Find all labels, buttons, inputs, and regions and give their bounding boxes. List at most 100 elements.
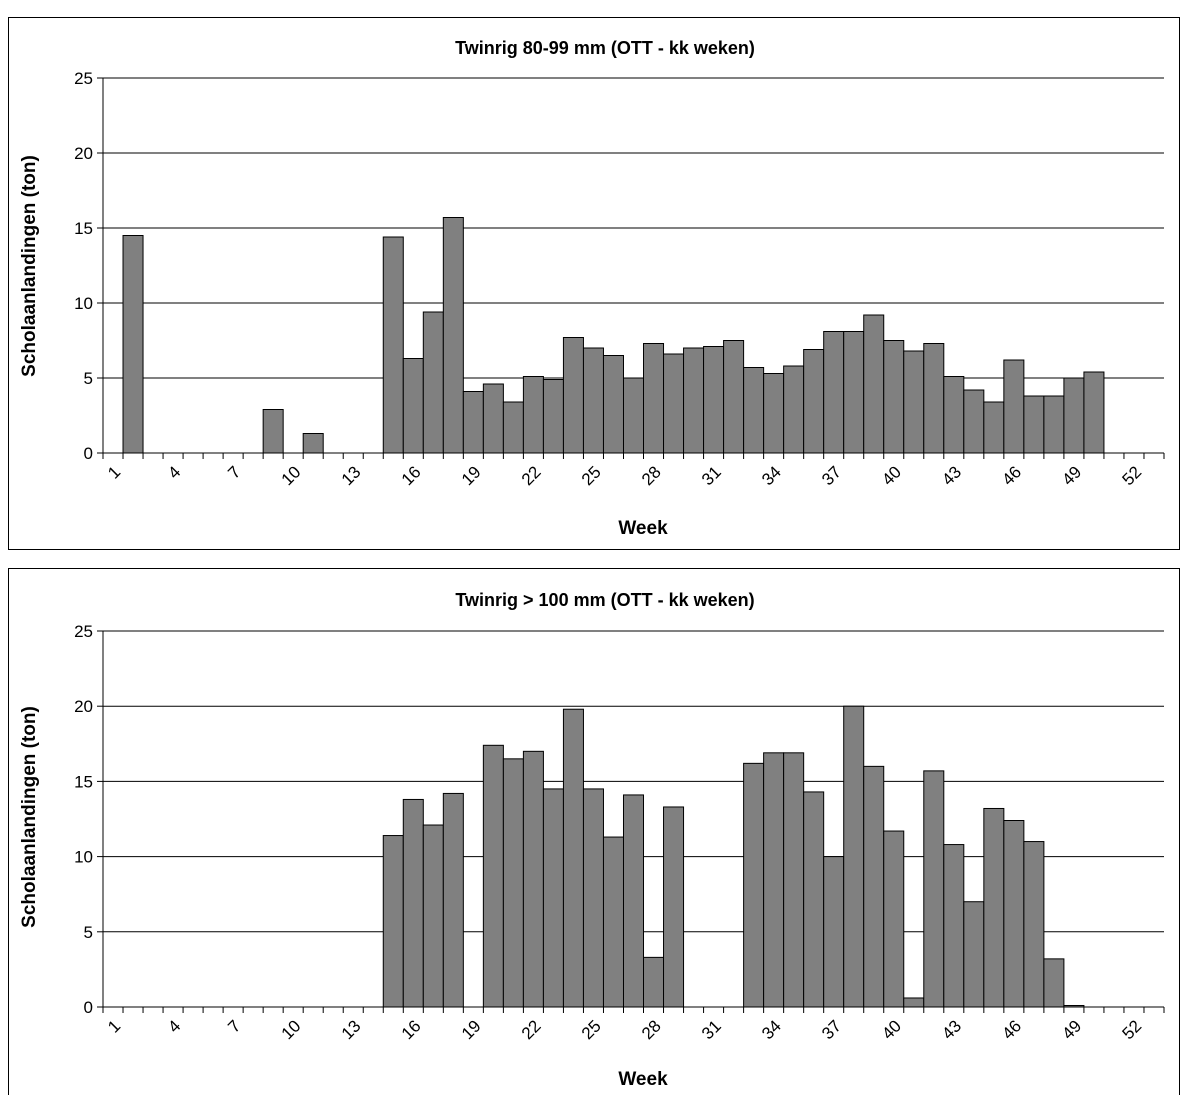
chart-1-bar-week-11 <box>302 433 324 454</box>
chart-1-bar-week-25 <box>582 347 604 454</box>
chart-1-x-tick-label: 19 <box>458 462 485 489</box>
chart-1-bar-week-15 <box>382 236 404 454</box>
chart-2-bar-week-20 <box>482 744 504 1008</box>
chart-2-bar-week-48 <box>1043 958 1065 1008</box>
chart-2-ylabel: Scholaanlandingen (ton) <box>19 706 40 928</box>
chart-1-bar-week-28 <box>643 343 665 454</box>
chart-1-bar-week-2 <box>122 235 144 454</box>
chart-2-bar-week-46 <box>1003 820 1025 1008</box>
chart-2-bar-week-33 <box>743 762 765 1008</box>
chart-2-x-tick-label: 16 <box>398 1016 425 1043</box>
chart-1-bar-week-33 <box>743 367 765 454</box>
chart-2-y-tick-label: 10 <box>74 848 93 867</box>
chart-2-x-tick-label: 1 <box>104 1016 124 1036</box>
chart-1-bar-week-49 <box>1063 377 1085 454</box>
chart-2-bar-week-35 <box>783 752 805 1008</box>
chart-1-bar-week-22 <box>522 376 544 454</box>
chart-2-bar-week-23 <box>542 788 564 1008</box>
chart-1-x-tick-label: 4 <box>164 462 184 482</box>
chart-2-x-tick-label: 22 <box>518 1016 545 1043</box>
chart-1-x-tick-label: 46 <box>998 462 1025 489</box>
chart-1-bar-week-32 <box>723 340 745 454</box>
chart-1-x-tick-label: 25 <box>578 462 605 489</box>
chart-1-bar-week-41 <box>903 350 925 454</box>
chart-2-x-tick-label: 13 <box>338 1016 365 1043</box>
chart-2-bar-week-27 <box>622 794 645 1008</box>
chart-2-title: Twinrig > 100 mm (OTT - kk weken) <box>455 590 754 610</box>
chart-2-bar-week-16 <box>402 798 424 1008</box>
chart-1-x-tick-label: 22 <box>518 462 545 489</box>
chart-1-bar-week-17 <box>422 311 444 454</box>
chart-2-y-tick-label: 25 <box>74 622 93 641</box>
chart-1-bar-week-24 <box>562 337 584 454</box>
chart-1-bar-week-48 <box>1043 395 1065 454</box>
chart-2-x-tick-label: 10 <box>278 1016 305 1043</box>
chart-1-bar-week-44 <box>963 389 985 454</box>
chart-1-x-tick-label: 37 <box>818 462 845 489</box>
chart-1-bar-week-20 <box>482 383 504 454</box>
chart-2-y-tick-label: 0 <box>84 998 93 1017</box>
chart-1-bar-week-38 <box>843 331 865 454</box>
chart-2-bar-week-38 <box>843 705 865 1008</box>
chart-1-y-tick-label: 5 <box>84 369 93 388</box>
chart-1-x-tick-label: 49 <box>1058 462 1085 489</box>
chart-2-bar-week-47 <box>1023 841 1045 1008</box>
chart-1-bar-week-19 <box>462 391 484 454</box>
chart-2-plot-area: 0 5 10 15 20 25 1 4 7 10 13 16 19 22 25 28 31 34 37 40 43 46 4… <box>74 622 1165 1043</box>
chart-1-plot-area: 0 5 10 15 20 25 1 4 7 10 13 16 19 22 25 28 31 34 37 40 43 46 4… <box>74 69 1165 489</box>
chart-1-y-tick-label: 25 <box>74 69 93 88</box>
chart-2-bar-week-45 <box>983 807 1005 1008</box>
chart-1-xlabel: Week <box>618 518 668 539</box>
chart-1-y-tick-label: 10 <box>74 294 93 313</box>
chart-2-x-tick-label: 34 <box>758 1016 785 1043</box>
chart-2-bar-week-15 <box>382 835 404 1008</box>
chart-2-bar-week-18 <box>442 792 464 1008</box>
chart-1-y-tick-label: 0 <box>84 444 93 463</box>
chart-2-bar-week-42 <box>923 770 945 1008</box>
chart-1-bar-week-21 <box>502 401 524 454</box>
chart-1-bar-week-42 <box>923 343 945 454</box>
chart-1-bar-week-39 <box>863 314 885 454</box>
chart-1-ylabel: Scholaanlandingen (ton) <box>19 155 40 377</box>
chart-1-bar-week-40 <box>883 340 905 454</box>
chart-panel-1: Twinrig 80-99 mm (OTT - kk weken) Schola… <box>8 17 1180 550</box>
chart-1-bar-week-37 <box>823 331 845 454</box>
chart-1-x-tick-label: 40 <box>878 462 905 489</box>
chart-2-bar-week-39 <box>863 765 885 1008</box>
chart-2-x-tick-label: 40 <box>878 1016 905 1043</box>
chart-1-y-tick-label: 15 <box>74 219 93 238</box>
chart-1-bar-week-45 <box>983 401 1005 454</box>
chart-1-bar-week-47 <box>1023 395 1045 454</box>
chart-1-x-tick-label: 52 <box>1118 462 1145 489</box>
chart-2-xlabel: Week <box>618 1069 668 1090</box>
chart-2-x-tick-label: 52 <box>1118 1016 1145 1043</box>
chart-2-y-tick-label: 5 <box>84 923 93 942</box>
chart-1-x-tick-label: 16 <box>398 462 425 489</box>
chart-1-bar-week-31 <box>703 346 725 454</box>
chart-1-svg: Twinrig 80-99 mm (OTT - kk weken) Schola… <box>19 38 1165 539</box>
chart-2-x-tick-label: 19 <box>458 1016 485 1043</box>
chart-2-bar-week-44 <box>963 901 985 1008</box>
chart-2-bar-week-29 <box>663 806 685 1008</box>
chart-1-bar-week-36 <box>803 349 825 454</box>
chart-2-bar-week-41 <box>903 997 925 1008</box>
chart-2-x-tick-label: 31 <box>698 1016 725 1043</box>
chart-1-title: Twinrig 80-99 mm (OTT - kk weken) <box>455 38 755 58</box>
chart-2-x-tick-label: 28 <box>638 1016 665 1043</box>
chart-2-x-tick-label: 37 <box>818 1016 845 1043</box>
chart-2-y-tick-label: 20 <box>74 697 93 716</box>
chart-2-bar-week-34 <box>763 752 785 1008</box>
chart-2-bar-week-17 <box>422 824 444 1008</box>
chart-1-bar-week-46 <box>1003 359 1025 454</box>
chart-2-svg: Twinrig > 100 mm (OTT - kk weken) Schola… <box>19 590 1165 1090</box>
chart-2-x-tick-label: 43 <box>938 1016 965 1043</box>
chart-1-x-tick-label: 28 <box>638 462 665 489</box>
chart-1-x-tick-label: 13 <box>338 462 365 489</box>
chart-2-bar-week-40 <box>883 830 905 1008</box>
chart-1-bar-week-9 <box>262 409 284 454</box>
chart-2-x-tick-label: 25 <box>578 1016 605 1043</box>
chart-1-bar-week-30 <box>683 347 705 454</box>
chart-2-x-tick-label: 4 <box>164 1016 184 1036</box>
chart-2-bar-week-37 <box>823 856 845 1008</box>
chart-2-y-tick-label: 15 <box>74 772 93 791</box>
